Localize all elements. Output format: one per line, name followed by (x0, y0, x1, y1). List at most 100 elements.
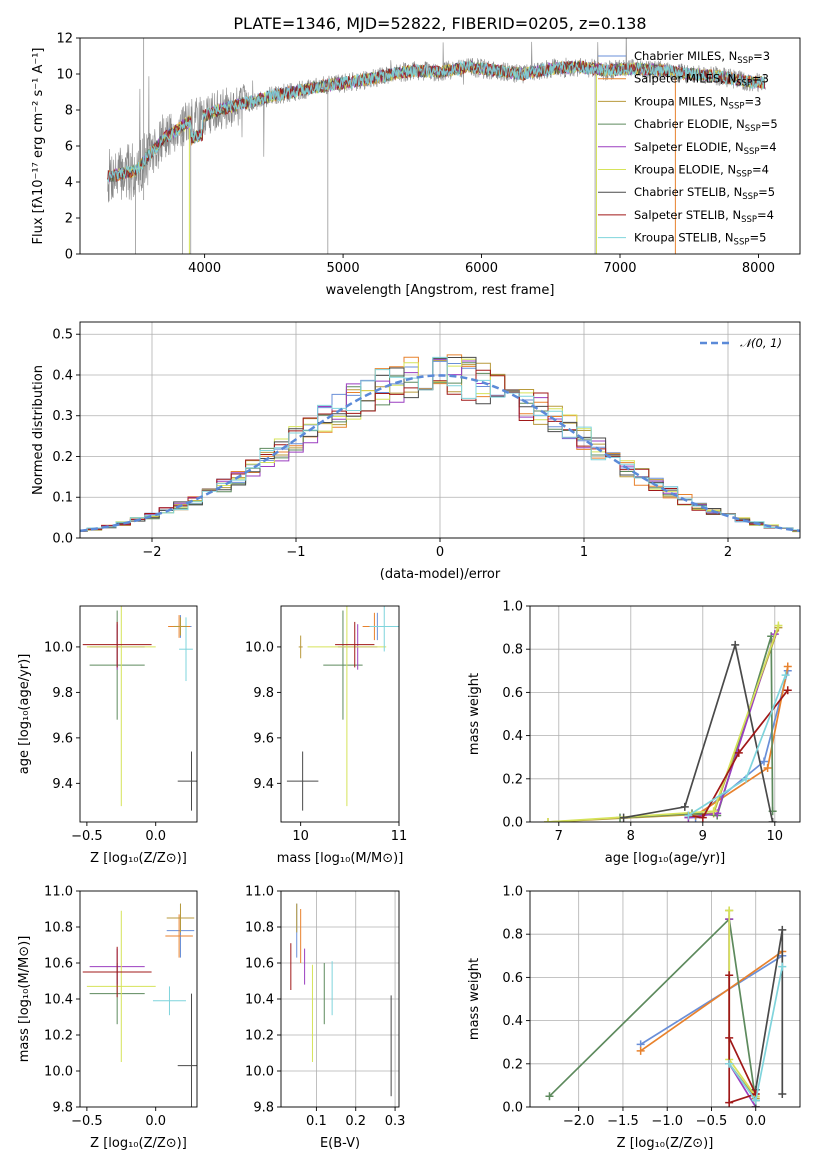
y-tick-label: 0.0 (52, 532, 73, 547)
y-tick-label: 0 (65, 248, 73, 263)
x-tick-label: −0.5 (696, 1114, 728, 1129)
weight-point-marker (725, 971, 734, 980)
legend-entry: Salpeter MILES, NSSP=3 (634, 72, 769, 89)
y-tick-label: 10.4 (245, 993, 274, 1008)
plot-area (286, 606, 399, 811)
axes-frame (529, 890, 801, 1108)
y-tick-label: 9.8 (52, 686, 73, 701)
x-tick-label: 0.3 (385, 1114, 406, 1129)
y-tick-label: 9.6 (253, 731, 274, 746)
weight-point-marker (778, 925, 787, 934)
y-tick-label: 10.0 (245, 640, 274, 655)
legend-entry: 𝒩(0, 1) (740, 336, 782, 350)
panel-age-vs-metallicity: −0.5 0.0 9.4 9.6 9.8 10.0 Z [log₁₀(Z/Z⊙)] age [… (17, 605, 198, 866)
error-bar-point (307, 606, 387, 807)
legend-entry: Chabrier STELIB, NSSP=5 (634, 185, 775, 202)
x-axis-label: mass [log₁₀(M/M⊙)] (277, 851, 404, 866)
x-axis-label: (data-model)/error (380, 567, 501, 582)
weight-point-marker (684, 811, 693, 820)
x-tick-label: 0.2 (345, 1114, 366, 1129)
panel-spectrum: 4000 5000 6000 7000 8000 0 2 4 6 8 10 12 wavelength … (31, 32, 801, 298)
plot-area (290, 903, 392, 1097)
panel-mass-vs-metallicity: −0.5 0.0 9.8 10.0 10.2 10.4 10.6 10.8 11.0 Z [log… (17, 885, 198, 1151)
y-tick-label: 10 (56, 68, 73, 83)
model-spectrum-line (107, 60, 766, 182)
legend-entry: Kroupa STELIB, NSSP=5 (634, 231, 766, 248)
y-tick-label: 10.0 (44, 640, 73, 655)
y-tick-label: 0.0 (502, 816, 523, 831)
weight-point-marker (783, 662, 792, 671)
y-tick-label: 0.8 (502, 928, 523, 943)
panel-residuals: −2 −1 0 1 2 0.0 0.1 0.2 0.3 0.4 0.5 (data-model)/er… (31, 321, 801, 582)
plot-area (82, 606, 197, 811)
y-axis-label: Flux [fλ10⁻¹⁷ erg cm⁻² s⁻¹ A⁻¹] (31, 48, 46, 245)
weight-point-marker (763, 764, 772, 772)
error-bar-point (286, 751, 319, 811)
y-tick-label: 4 (65, 176, 73, 191)
panel-weight-vs-metallicity: −2.0 −1.5 −1.0 −0.5 0.0 0.0 0.2 0.4 0.6 0.8 1.0 Z [… (467, 885, 801, 1151)
legend-entry: Chabrier ELODIE, NSSP=5 (634, 117, 778, 134)
y-tick-label: 12 (56, 32, 73, 47)
axes-frame (529, 605, 801, 823)
weight-series-line (688, 633, 776, 819)
y-tick-label: 10.8 (245, 921, 274, 936)
plot-area (80, 354, 800, 533)
weight-point-marker (768, 818, 777, 822)
weight-series-line (695, 670, 789, 819)
weight-series-line (547, 625, 780, 822)
y-tick-label: 9.4 (253, 777, 274, 792)
weight-point-marker (709, 807, 718, 816)
x-tick-label: 7 (555, 829, 563, 844)
weight-point-marker (742, 774, 750, 783)
x-tick-label: −0.5 (71, 1114, 103, 1129)
chart-title: PLATE=1346, MJD=52822, FIBERID=0205, z=0… (233, 14, 646, 33)
x-tick-label: 6000 (465, 261, 498, 276)
plot-area (545, 906, 787, 1107)
weight-point-marker (636, 1046, 645, 1055)
y-tick-label: 0.1 (52, 491, 73, 506)
x-axis-label: age [log₁₀(age/yr)] (605, 851, 726, 866)
x-tick-label: 0 (436, 545, 444, 560)
x-axis-label: wavelength [Angstrom, rest frame] (326, 283, 555, 298)
error-bar-point (369, 606, 399, 652)
x-tick-label: −0.5 (71, 829, 103, 844)
plot-area (544, 621, 792, 822)
error-bar-point (323, 610, 363, 720)
y-axis-label: Normed distribution (31, 365, 46, 495)
weight-series-line (640, 950, 783, 1052)
weight-series-line (619, 635, 774, 819)
error-bar-point (298, 635, 303, 659)
weight-point-marker (778, 962, 787, 971)
y-tick-label: 10.8 (44, 921, 73, 936)
error-bar-point (179, 617, 193, 682)
y-tick-label: 10.2 (245, 1029, 274, 1044)
x-axis-label: Z [log₁₀(Z/Z⊙)] (90, 1136, 187, 1151)
y-tick-label: 9.8 (253, 686, 274, 701)
error-bar-point (177, 993, 197, 1107)
error-bar-point (82, 621, 152, 668)
x-tick-label: 11 (391, 829, 408, 844)
weight-point-marker (778, 1090, 787, 1099)
y-axis-label: mass weight (467, 673, 482, 755)
error-bar-point (166, 903, 195, 933)
x-tick-label: 0.0 (745, 1114, 766, 1129)
error-bar-point (86, 606, 156, 807)
y-tick-label: 2 (65, 212, 73, 227)
weight-point-marker (725, 1033, 734, 1042)
weight-point-marker (774, 621, 783, 630)
legend-entry: Kroupa MILES, NSSP=3 (634, 94, 761, 111)
x-tick-label: 4000 (188, 261, 221, 276)
y-tick-label: 0.2 (52, 450, 73, 465)
y-axis-label: mass [log₁₀(M/M⊙)] (17, 936, 32, 1063)
y-tick-label: 0.4 (502, 729, 523, 744)
x-axis-label: Z [log₁₀(Z/Z⊙)] (90, 851, 187, 866)
x-tick-label: 5000 (327, 261, 360, 276)
weight-point-marker (544, 818, 552, 822)
y-tick-label: 0.8 (502, 643, 523, 658)
legend-entry: Salpeter ELODIE, NSSP=4 (634, 140, 777, 157)
weight-point-marker (698, 813, 707, 822)
residual-histogram (80, 356, 800, 532)
legend-entry: Kroupa ELODIE, NSSP=4 (634, 163, 769, 180)
y-tick-label: 0.2 (502, 1057, 523, 1072)
